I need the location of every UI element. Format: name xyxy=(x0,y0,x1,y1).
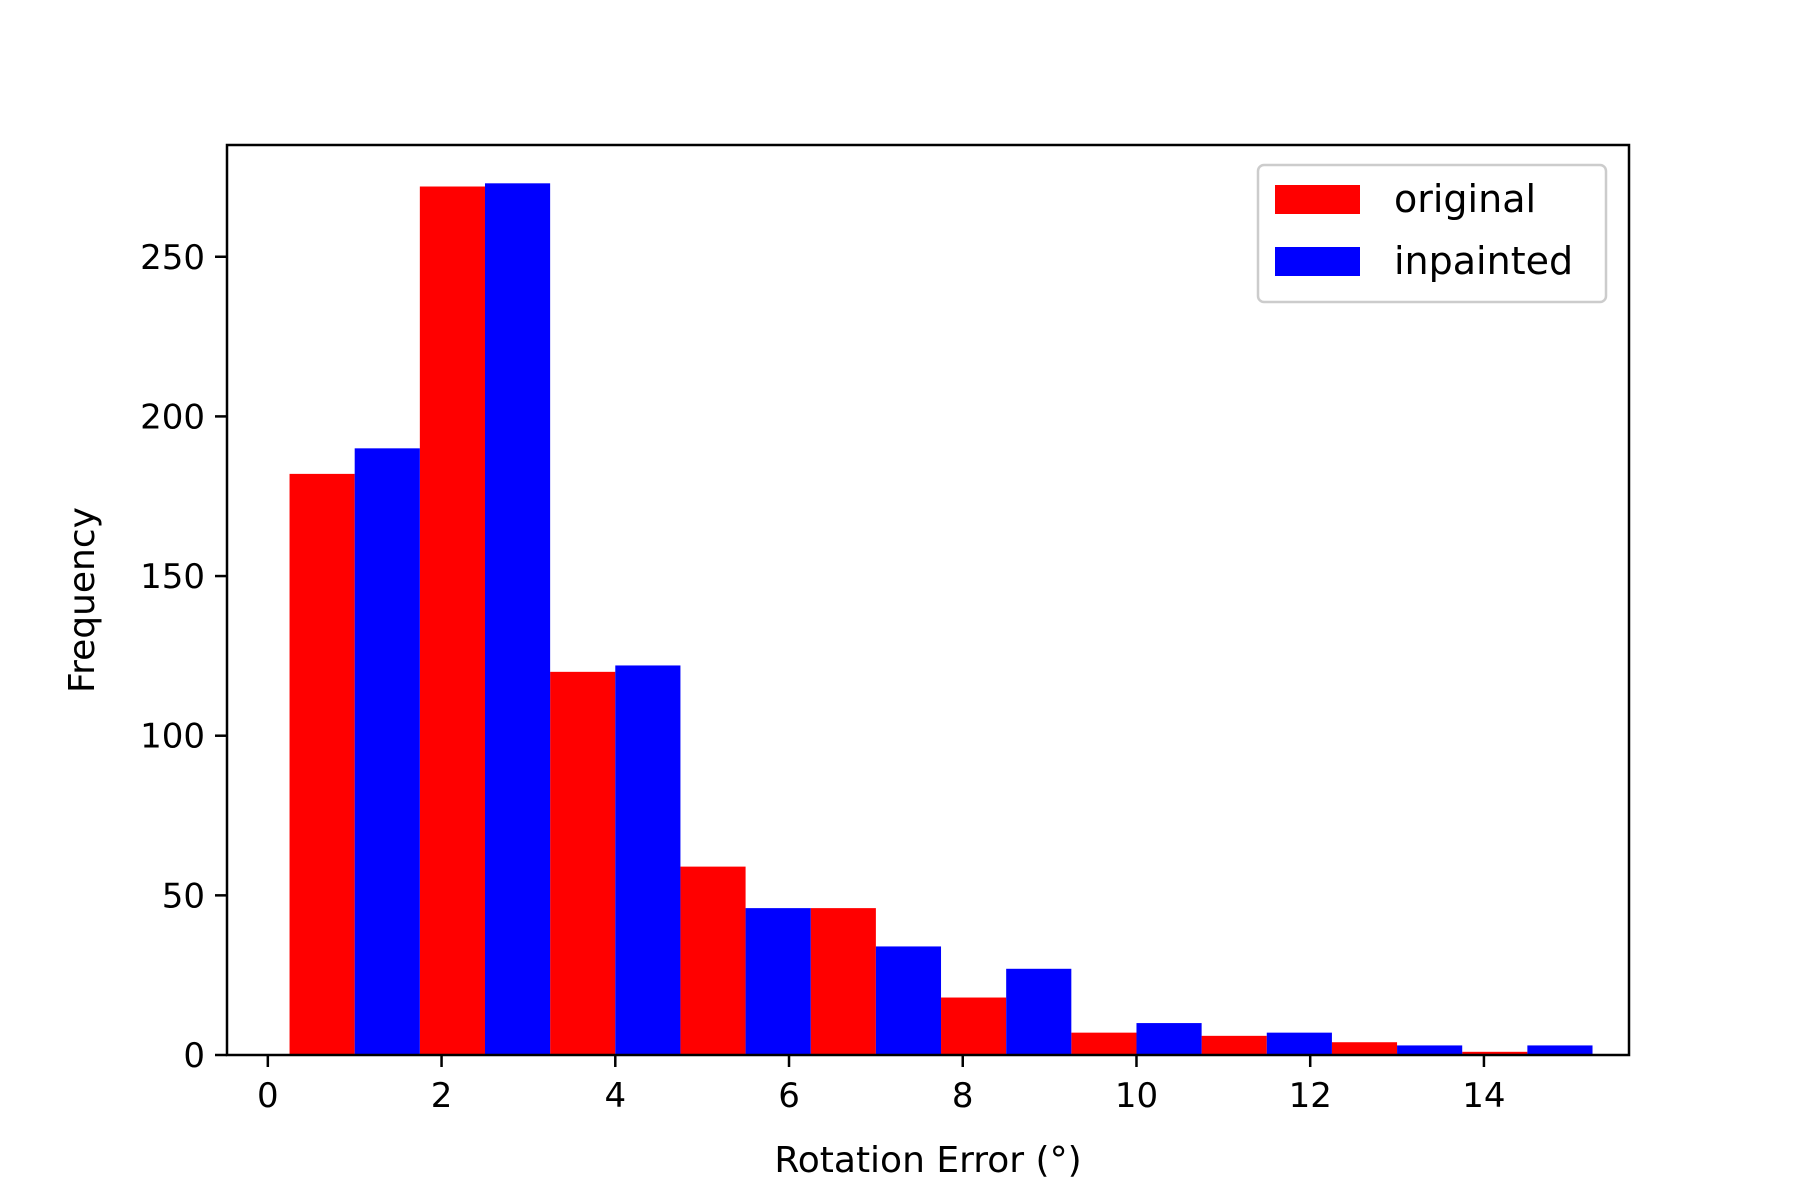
x-axis-ticks: 0 2 4 6 8 10 12 14 xyxy=(257,1055,1506,1116)
bar-original-4 xyxy=(810,908,876,1055)
bar-inpainted-9 xyxy=(1527,1045,1593,1055)
legend-swatch-original xyxy=(1275,185,1360,214)
x-tick-label-2: 4 xyxy=(604,1076,626,1116)
x-tick-label-0: 0 xyxy=(257,1076,279,1116)
bars-group xyxy=(289,183,1593,1055)
bar-inpainted-4 xyxy=(875,946,942,1055)
bar-original-5 xyxy=(941,997,1007,1055)
y-axis-label: Frequency xyxy=(62,507,103,693)
axes-frame xyxy=(225,143,1631,1057)
bar-inpainted-6 xyxy=(1136,1023,1202,1055)
x-tick-label-7: 14 xyxy=(1462,1076,1505,1116)
bar-original-2 xyxy=(550,671,616,1055)
bar-inpainted-5 xyxy=(1006,968,1072,1055)
bar-inpainted-1 xyxy=(484,183,551,1055)
x-axis-label: Rotation Error (°) xyxy=(774,1140,1081,1181)
bar-inpainted-8 xyxy=(1397,1045,1463,1055)
bar-original-6 xyxy=(1071,1032,1137,1055)
y-tick-label-2: 100 xyxy=(140,717,205,757)
x-tick-label-6: 12 xyxy=(1289,1076,1332,1116)
x-tick-label-5: 10 xyxy=(1115,1076,1158,1116)
y-tick-label-4: 200 xyxy=(140,397,205,437)
legend-label-original: original xyxy=(1394,177,1536,221)
x-tick-label-4: 8 xyxy=(952,1076,974,1116)
legend: original inpainted xyxy=(1256,163,1608,304)
x-tick-label-3: 6 xyxy=(778,1076,800,1116)
legend-label-inpainted: inpainted xyxy=(1394,239,1573,283)
y-tick-label-1: 50 xyxy=(162,876,205,916)
legend-swatch-inpainted xyxy=(1275,247,1360,276)
y-tick-label-3: 150 xyxy=(140,557,205,597)
bar-original-1 xyxy=(419,186,485,1055)
bar-inpainted-3 xyxy=(745,908,811,1055)
bar-original-9 xyxy=(1462,1051,1528,1055)
y-axis-ticks: 0 50 100 150 200 250 xyxy=(140,238,227,1076)
y-tick-label-5: 250 xyxy=(140,238,205,278)
bar-original-8 xyxy=(1331,1042,1398,1055)
x-tick-label-1: 2 xyxy=(431,1076,453,1116)
y-tick-label-0: 0 xyxy=(183,1036,205,1076)
bar-original-7 xyxy=(1201,1035,1267,1055)
bar-inpainted-7 xyxy=(1266,1032,1332,1055)
bar-inpainted-0 xyxy=(354,448,420,1055)
bar-original-3 xyxy=(680,866,746,1055)
bar-inpainted-2 xyxy=(615,665,681,1055)
bar-original-0 xyxy=(289,473,355,1055)
